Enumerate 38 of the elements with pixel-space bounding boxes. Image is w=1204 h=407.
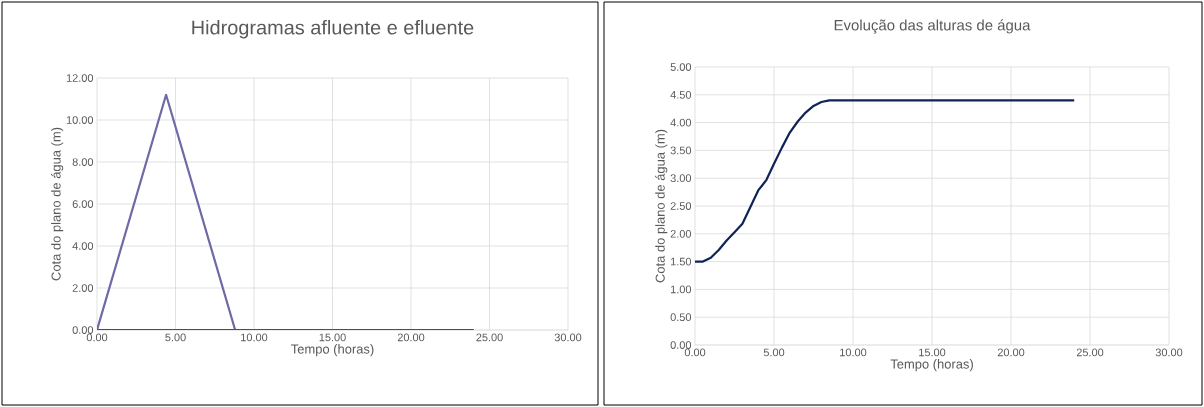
x-tick-label: 5.00 bbox=[165, 333, 186, 342]
y-tick-label: 4.00 bbox=[670, 118, 692, 127]
y-tick-label: 4.00 bbox=[72, 242, 94, 250]
y-tick-label: 8.00 bbox=[72, 158, 94, 166]
x-tick-label: 15.00 bbox=[319, 333, 346, 342]
x-tick-label: 30.00 bbox=[1155, 348, 1183, 357]
y-tick-label: 2.50 bbox=[670, 202, 692, 210]
x-tick-label: 10.00 bbox=[241, 333, 268, 342]
y-tick-label: 3.50 bbox=[670, 146, 692, 155]
y-tick-label: 2.00 bbox=[670, 229, 692, 238]
chart-title: Hidrogramas afluente e efluente bbox=[192, 19, 474, 39]
y-tick-label: 1.00 bbox=[670, 285, 692, 294]
x-tick-label: 20.00 bbox=[997, 348, 1025, 357]
y-tick-label: 10.00 bbox=[66, 116, 94, 124]
x-tick-label: 0.00 bbox=[684, 348, 706, 357]
x-tick-label: 30.00 bbox=[554, 333, 582, 342]
y-tick-label: 3.00 bbox=[670, 174, 692, 183]
y-tick-label: 6.00 bbox=[72, 200, 94, 208]
y-axis-title: Cota do plano de água (m) bbox=[655, 129, 668, 283]
y-tick-label: 12.00 bbox=[66, 74, 94, 82]
y-tick-label: 1.50 bbox=[670, 257, 692, 266]
x-tick-label: 20.00 bbox=[397, 333, 425, 342]
x-tick-label: 15.00 bbox=[919, 348, 946, 357]
y-tick-label: 0.00 bbox=[72, 326, 94, 334]
x-axis-title: Tempo (horas) bbox=[291, 344, 374, 357]
y-tick-label: 0.00 bbox=[670, 341, 692, 349]
y-tick-label: 4.50 bbox=[670, 90, 692, 99]
x-tick-label: 25.00 bbox=[1076, 348, 1104, 357]
x-tick-label: 25.00 bbox=[476, 333, 503, 342]
y-tick-label: 5.00 bbox=[670, 63, 692, 71]
chart-title: Evolução das alturas de água bbox=[834, 19, 1031, 34]
y-tick-label: 0.50 bbox=[670, 313, 692, 322]
y-axis-title: Cota do plano de água (m) bbox=[51, 127, 64, 281]
x-tick-label: 0.00 bbox=[86, 333, 108, 342]
y-tick-label: 2.00 bbox=[72, 284, 94, 292]
x-tick-label: 10.00 bbox=[840, 348, 867, 357]
x-tick-label: 5.00 bbox=[763, 348, 785, 357]
x-axis-title: Tempo (horas) bbox=[890, 359, 973, 372]
